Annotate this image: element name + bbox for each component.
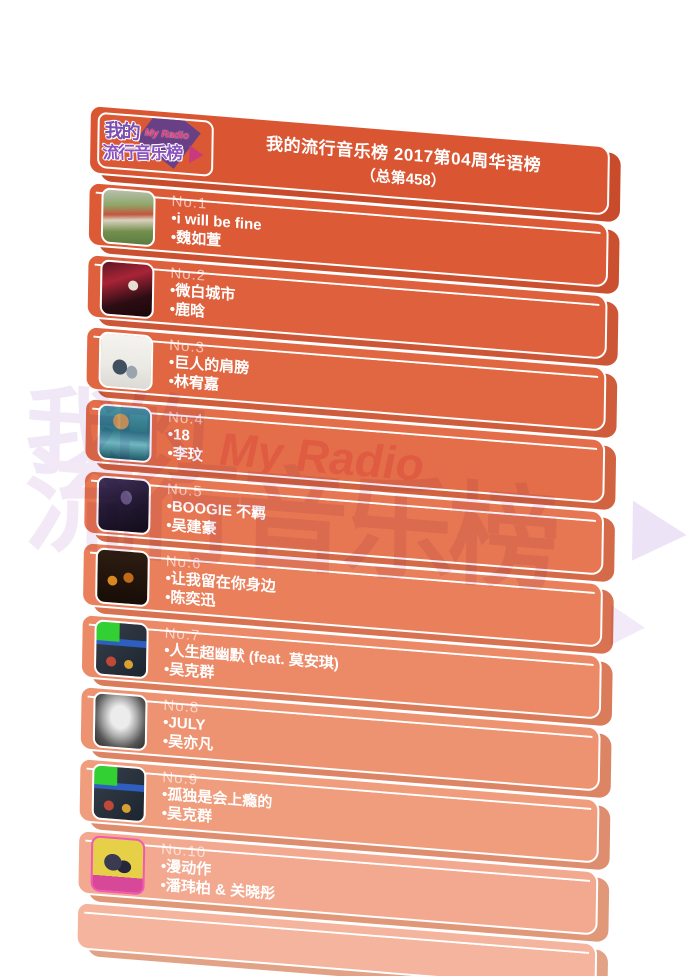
album-art [98,330,154,391]
artist-name: •吴亦凡 [162,732,214,754]
album-art [92,690,148,751]
album-art [99,258,155,319]
album-art [97,402,153,463]
watermark-triangle-icon [610,605,646,648]
chart-title-block: 我的流行音乐榜 2017第04周华语榜 （总第458） [213,125,608,205]
logo-text-bottom: 流行音乐榜 [101,143,183,163]
album-art [91,762,147,823]
album-art [100,186,156,247]
album-art [95,546,150,607]
my-radio-logo: 我的 My Radio 流行音乐榜 [96,111,214,177]
artist-name: •李玟 [167,444,203,465]
logo-triangle-shape [189,145,204,165]
album-art [90,834,146,895]
album-art [93,618,149,679]
album-art [96,474,152,535]
watermark-triangle-icon [632,500,687,565]
chart-stack: 我的 My Radio 流行音乐榜 我的流行音乐榜 2017第04周华语榜 （总… [75,104,610,976]
